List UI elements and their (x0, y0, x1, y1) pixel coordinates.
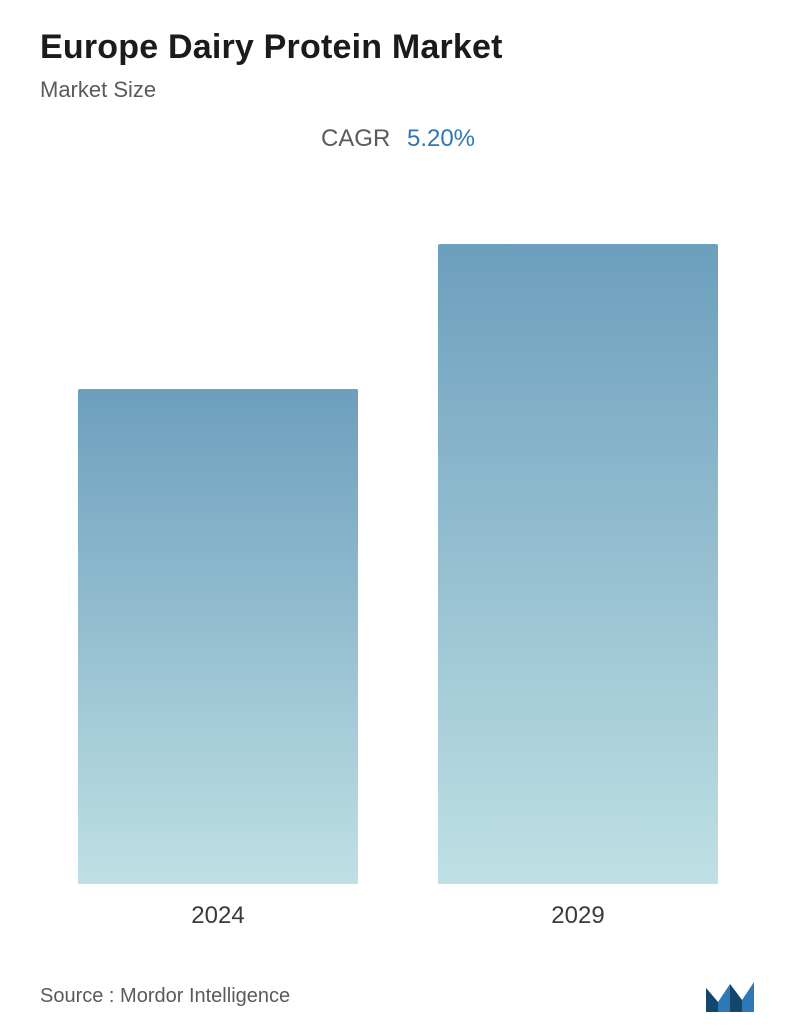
bar-group-1: 2029 (438, 244, 718, 930)
footer: Source : Mordor Intelligence (40, 970, 756, 1014)
bar-label-1: 2029 (551, 902, 604, 930)
cagr-row: CAGR 5.20% (40, 125, 756, 153)
chart-frame: Europe Dairy Protein Market Market Size … (0, 0, 796, 1034)
bar-1 (438, 244, 718, 884)
cagr-value: 5.20% (407, 125, 475, 152)
bar-chart: 2024 2029 (40, 183, 756, 930)
page-subtitle: Market Size (40, 77, 756, 103)
mordor-logo-icon (704, 978, 756, 1014)
bar-label-0: 2024 (191, 902, 244, 930)
bar-group-0: 2024 (78, 389, 358, 930)
page-title: Europe Dairy Protein Market (40, 28, 756, 67)
bar-0 (78, 389, 358, 884)
cagr-label: CAGR (321, 125, 390, 152)
source-text: Source : Mordor Intelligence (40, 985, 290, 1008)
